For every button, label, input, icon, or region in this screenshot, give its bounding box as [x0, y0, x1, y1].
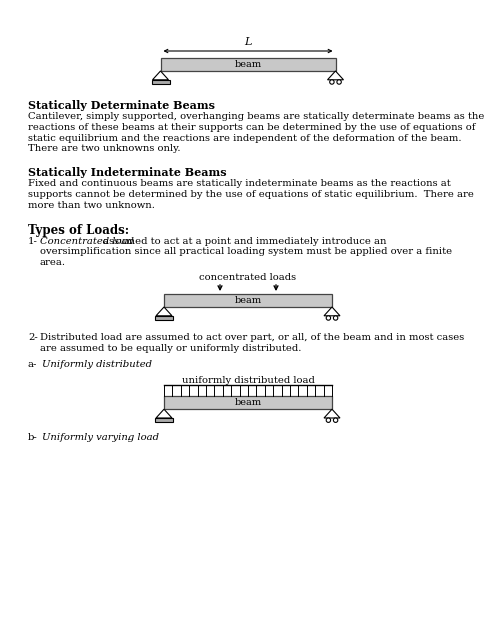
Text: Statically Indeterminate Beams: Statically Indeterminate Beams [28, 167, 227, 178]
Polygon shape [324, 409, 340, 418]
Text: L: L [245, 37, 251, 47]
Text: a-: a- [28, 360, 38, 369]
Text: beam: beam [235, 296, 261, 305]
Text: concentrated loads: concentrated loads [199, 273, 297, 282]
Text: Types of Loads:: Types of Loads: [28, 223, 129, 237]
Text: more than two unknown.: more than two unknown. [28, 201, 155, 210]
Text: Uniformly distributed: Uniformly distributed [42, 360, 152, 369]
Circle shape [326, 316, 331, 320]
Circle shape [326, 418, 331, 422]
Text: There are two unknowns only.: There are two unknowns only. [28, 145, 181, 154]
Circle shape [330, 80, 334, 84]
Polygon shape [156, 307, 172, 316]
Polygon shape [328, 71, 344, 80]
Text: reactions of these beams at their supports can be determined by the use of equat: reactions of these beams at their suppor… [28, 123, 476, 132]
Text: b-: b- [28, 433, 38, 442]
Text: uniformly distributed load: uniformly distributed load [182, 376, 314, 385]
Text: oversimplification since all practical loading system must be applied over a fin: oversimplification since all practical l… [40, 248, 452, 257]
Circle shape [334, 316, 338, 320]
Bar [151, 80, 169, 84]
Text: Uniformly varying load: Uniformly varying load [42, 433, 159, 442]
Polygon shape [324, 307, 340, 316]
Bar [155, 316, 173, 320]
Bar [164, 294, 332, 307]
Bar [160, 58, 336, 71]
Text: Cantilever, simply supported, overhanging beams are statically determinate beams: Cantilever, simply supported, overhangin… [28, 112, 485, 121]
Circle shape [334, 418, 338, 422]
Text: .: . [126, 433, 129, 442]
Polygon shape [152, 71, 168, 80]
Text: Fixed and continuous beams are statically indeterminate beams as the reactions a: Fixed and continuous beams are staticall… [28, 179, 451, 188]
Text: supports cannot be determined by the use of equations of static equilibrium.  Th: supports cannot be determined by the use… [28, 190, 474, 199]
Text: beam: beam [235, 60, 261, 69]
Bar [155, 418, 173, 422]
Bar [164, 396, 332, 409]
Text: beam: beam [235, 398, 261, 407]
Text: Distributed load are assumed to act over part, or all, of the beam and in most c: Distributed load are assumed to act over… [40, 333, 464, 342]
Circle shape [337, 80, 341, 84]
Text: assumed to act at a point and immediately introduce an: assumed to act at a point and immediatel… [100, 237, 387, 246]
Text: .: . [121, 360, 124, 369]
Text: Statically Determinate Beams: Statically Determinate Beams [28, 100, 215, 111]
Text: 1-: 1- [28, 237, 38, 246]
Polygon shape [156, 409, 172, 418]
Text: static equilibrium and the reactions are independent of the deformation of the b: static equilibrium and the reactions are… [28, 134, 461, 143]
Text: are assumed to be equally or uniformly distributed.: are assumed to be equally or uniformly d… [40, 344, 301, 353]
Text: 2-: 2- [28, 333, 38, 342]
Text: area.: area. [40, 258, 66, 268]
Text: Concentrated load: Concentrated load [40, 237, 134, 246]
